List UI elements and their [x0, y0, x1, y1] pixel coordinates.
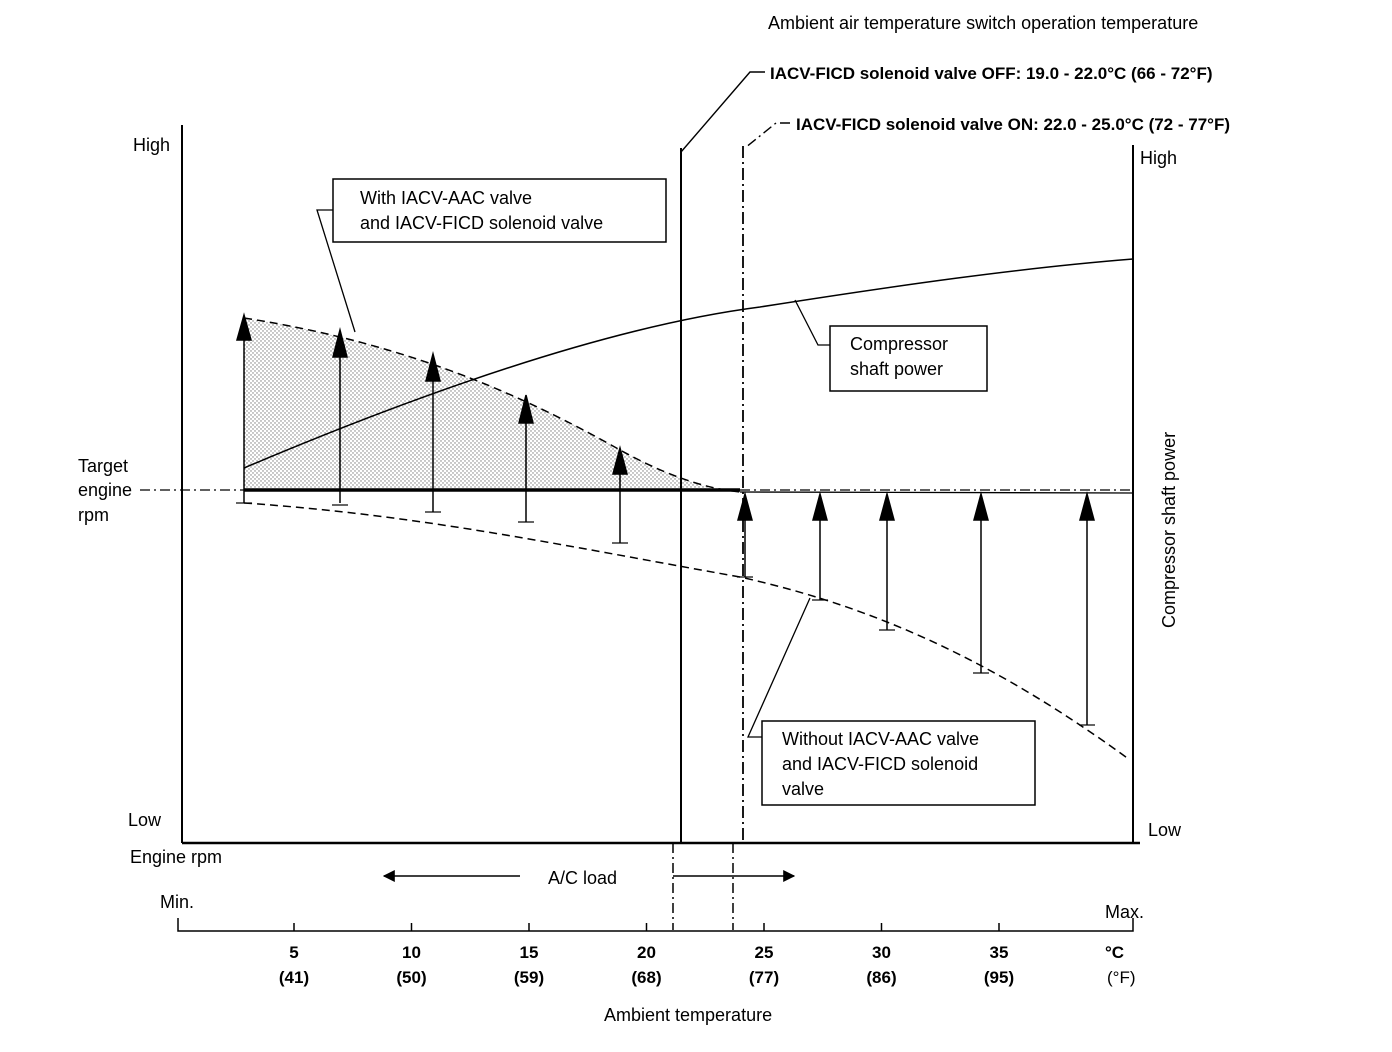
- left-high-label: High: [133, 135, 170, 155]
- max-label: Max.: [1105, 902, 1144, 922]
- tick-fahrenheit-label: (50): [396, 968, 426, 987]
- tick-celsius-label: 30: [872, 943, 891, 962]
- compressor-axis-title: Compressor shaft power: [1159, 432, 1179, 628]
- tick-fahrenheit-label: (86): [866, 968, 896, 987]
- arrow-base-ticks: [236, 502, 1095, 726]
- ambient-temperature-title: Ambient temperature: [604, 1005, 772, 1025]
- tick-fahrenheit-label: (95): [984, 968, 1014, 987]
- left-rise-arrows: [236, 312, 628, 543]
- compressor-line1: Compressor: [850, 334, 948, 354]
- shaded-region: [244, 318, 740, 492]
- valve-off-leader: [680, 71, 765, 153]
- rise-arrowhead: [236, 312, 252, 341]
- engine-rpm-title: Engine rpm: [130, 847, 222, 867]
- unit-f-label: (°F): [1107, 968, 1136, 987]
- min-label: Min.: [160, 892, 194, 912]
- without-iacv-line3: valve: [782, 779, 824, 799]
- tick-celsius-label: 10: [402, 943, 421, 962]
- compressor-callout-box: [829, 325, 988, 392]
- rise-arrowhead: [612, 445, 628, 475]
- valve-off-label: IACV-FICD solenoid valve OFF: 19.0 - 22.…: [770, 64, 1213, 83]
- with-iacv-leader: [316, 209, 356, 333]
- rise-arrowhead: [1079, 491, 1095, 521]
- rise-arrowhead: [425, 351, 441, 382]
- temperature-ticks: 5 (41) 10 (50) 15 (59) 20 (68) 25 (77) 30 (86) 35 (95…: [279, 923, 1014, 987]
- rise-arrowhead: [332, 327, 348, 358]
- tick-celsius-label: 5: [289, 943, 298, 962]
- rise-arrowhead: [518, 394, 534, 424]
- target-rpm-line1: Target: [78, 456, 128, 476]
- target-rpm-line3: rpm: [78, 505, 109, 525]
- without-iacv-leader: [746, 597, 811, 738]
- without-iacv-line2: and IACV-FICD solenoid: [782, 754, 978, 774]
- rise-arrowhead: [879, 491, 895, 521]
- switch-title: Ambient air temperature switch operation…: [768, 13, 1198, 33]
- target-rpm-line2: engine: [78, 480, 132, 500]
- tick-fahrenheit-label: (77): [749, 968, 779, 987]
- tick-celsius-label: 25: [755, 943, 774, 962]
- without-iacv-line1: Without IACV-AAC valve: [782, 729, 979, 749]
- tick-fahrenheit-label: (68): [631, 968, 661, 987]
- right-rise-arrows: [737, 491, 1095, 725]
- compressor-leader: [794, 299, 830, 346]
- without-iacv-callout-box: [761, 720, 1036, 806]
- rise-arrowhead: [973, 491, 989, 521]
- tick-celsius-label: 20: [637, 943, 656, 962]
- rise-arrowhead: [737, 491, 753, 521]
- valve-on-label: IACV-FICD solenoid valve ON: 22.0 - 25.0…: [796, 115, 1230, 134]
- tick-celsius-label: 35: [990, 943, 1009, 962]
- with-iacv-line2: and IACV-FICD solenoid valve: [360, 213, 603, 233]
- unit-c-label: °C: [1105, 943, 1124, 962]
- tick-fahrenheit-label: (59): [514, 968, 544, 987]
- tick-celsius-label: 15: [520, 943, 539, 962]
- tick-fahrenheit-label: (41): [279, 968, 309, 987]
- rise-arrowhead: [812, 491, 828, 521]
- with-iacv-line1: With IACV-AAC valve: [360, 188, 532, 208]
- compressor-line2: shaft power: [850, 359, 943, 379]
- with-iacv-curve: [243, 317, 741, 493]
- with-iacv-callout-box: [332, 178, 667, 243]
- temperature-axis: [177, 918, 1134, 932]
- target-rpm-continuation: [739, 491, 1134, 494]
- left-low-label: Low: [128, 810, 162, 830]
- ac-load-label: A/C load: [548, 868, 617, 888]
- right-low-label: Low: [1148, 820, 1182, 840]
- valve-on-leader: [744, 122, 790, 149]
- right-high-label: High: [1140, 148, 1177, 168]
